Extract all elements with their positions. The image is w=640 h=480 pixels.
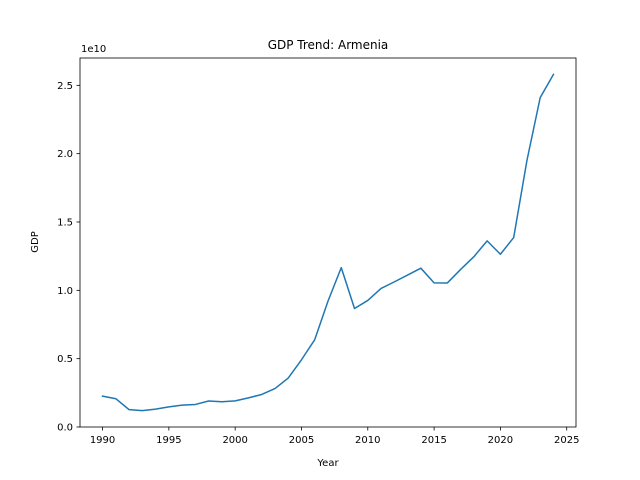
x-tick-label: 1995 bbox=[156, 435, 181, 446]
x-tick-label: 2000 bbox=[222, 435, 247, 446]
plot-frame bbox=[79, 57, 577, 428]
y-tick-label: 2.5 bbox=[57, 81, 73, 92]
chart-title: GDP Trend: Armenia bbox=[268, 38, 389, 52]
y-tick-label: 0.0 bbox=[57, 423, 73, 434]
x-tick-label: 1990 bbox=[90, 435, 115, 446]
x-axis-ticks: 1990 1995 2000 2005 2010 2015 2020 2025 bbox=[90, 427, 579, 446]
y-tick-label: 1.0 bbox=[57, 286, 73, 297]
y-offset-label: 1e10 bbox=[81, 44, 106, 55]
x-tick-label: 2010 bbox=[355, 435, 380, 446]
x-axis-label: Year bbox=[316, 458, 339, 469]
x-tick-label: 2025 bbox=[554, 435, 579, 446]
y-axis-ticks: 0.0 0.5 1.0 1.5 2.0 2.5 bbox=[57, 81, 80, 434]
x-tick-label: 2005 bbox=[289, 435, 314, 446]
y-tick-label: 1.5 bbox=[57, 218, 73, 229]
gdp-series-line bbox=[101, 73, 555, 412]
x-tick-label: 2015 bbox=[421, 435, 446, 446]
y-tick-label: 0.5 bbox=[57, 354, 73, 365]
y-axis-label: GDP bbox=[30, 231, 41, 252]
y-tick-label: 2.0 bbox=[57, 149, 73, 160]
x-tick-label: 2020 bbox=[488, 435, 513, 446]
